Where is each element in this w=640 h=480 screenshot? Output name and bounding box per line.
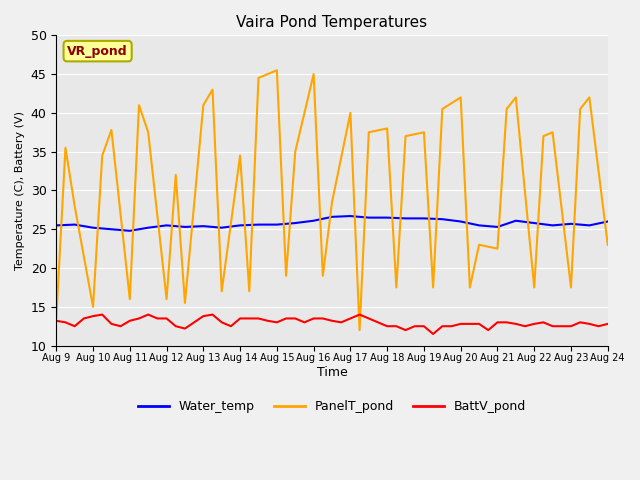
PanelT_pond [273, 67, 281, 73]
PanelT_pond [108, 127, 115, 133]
Water_temp [236, 223, 244, 228]
Water_temp [604, 218, 612, 224]
Water_temp [567, 221, 575, 227]
Water_temp [200, 223, 207, 229]
Water_temp [126, 228, 134, 234]
PanelT_pond [89, 304, 97, 310]
Water_temp [181, 224, 189, 230]
PanelT_pond [126, 296, 134, 302]
Water_temp [52, 223, 60, 228]
PanelT_pond [99, 153, 106, 158]
PanelT_pond [291, 149, 299, 155]
PanelT_pond [466, 285, 474, 290]
Water_temp [548, 223, 556, 228]
BattV_pond [429, 331, 437, 337]
PanelT_pond [319, 273, 326, 279]
PanelT_pond [392, 285, 400, 290]
Water_temp [255, 222, 262, 228]
PanelT_pond [328, 199, 336, 205]
Water_temp [328, 214, 336, 220]
Water_temp [310, 218, 317, 224]
PanelT_pond [438, 106, 446, 112]
PanelT_pond [209, 87, 216, 93]
PanelT_pond [476, 242, 483, 248]
PanelT_pond [236, 153, 244, 158]
Line: Water_temp: Water_temp [56, 216, 608, 231]
PanelT_pond [71, 203, 79, 209]
Water_temp [531, 220, 538, 226]
PanelT_pond [383, 126, 391, 132]
BattV_pond [356, 312, 364, 317]
Line: BattV_pond: BattV_pond [56, 314, 608, 334]
Water_temp [420, 216, 428, 221]
Water_temp [273, 222, 281, 228]
PanelT_pond [577, 106, 584, 112]
PanelT_pond [282, 273, 290, 279]
BattV_pond [548, 324, 556, 329]
PanelT_pond [200, 102, 207, 108]
PanelT_pond [181, 300, 189, 306]
Water_temp [365, 215, 372, 220]
Water_temp [493, 224, 501, 230]
PanelT_pond [512, 95, 520, 100]
BattV_pond [392, 324, 400, 329]
PanelT_pond [493, 246, 501, 252]
Line: PanelT_pond: PanelT_pond [56, 70, 608, 330]
Legend: Water_temp, PanelT_pond, BattV_pond: Water_temp, PanelT_pond, BattV_pond [132, 396, 531, 418]
PanelT_pond [567, 285, 575, 290]
BattV_pond [52, 318, 60, 324]
Water_temp [457, 218, 465, 224]
Water_temp [71, 222, 79, 228]
Water_temp [586, 223, 593, 228]
Water_temp [476, 223, 483, 228]
BattV_pond [604, 321, 612, 327]
Water_temp [163, 223, 170, 228]
PanelT_pond [356, 327, 364, 333]
Text: VR_pond: VR_pond [67, 45, 128, 58]
PanelT_pond [503, 106, 511, 112]
Title: Vaira Pond Temperatures: Vaira Pond Temperatures [236, 15, 428, 30]
PanelT_pond [346, 110, 354, 116]
Water_temp [402, 216, 410, 221]
Water_temp [383, 215, 391, 220]
PanelT_pond [218, 288, 225, 294]
PanelT_pond [531, 285, 538, 290]
PanelT_pond [365, 130, 372, 135]
Water_temp [291, 220, 299, 226]
Water_temp [438, 216, 446, 222]
PanelT_pond [604, 242, 612, 248]
BattV_pond [172, 324, 180, 329]
PanelT_pond [163, 296, 170, 302]
PanelT_pond [135, 102, 143, 108]
PanelT_pond [61, 145, 69, 151]
Water_temp [218, 225, 225, 230]
PanelT_pond [586, 95, 593, 100]
PanelT_pond [310, 71, 317, 77]
BattV_pond [190, 320, 198, 325]
PanelT_pond [52, 315, 60, 321]
Water_temp [512, 218, 520, 224]
PanelT_pond [246, 288, 253, 294]
Water_temp [346, 213, 354, 219]
PanelT_pond [429, 285, 437, 290]
Water_temp [145, 225, 152, 230]
X-axis label: Time: Time [317, 366, 348, 379]
BattV_pond [255, 315, 262, 321]
PanelT_pond [457, 95, 465, 100]
PanelT_pond [420, 130, 428, 135]
Water_temp [108, 227, 115, 232]
Water_temp [89, 225, 97, 230]
PanelT_pond [145, 130, 152, 135]
PanelT_pond [255, 75, 262, 81]
PanelT_pond [540, 133, 547, 139]
PanelT_pond [172, 172, 180, 178]
Y-axis label: Temperature (C), Battery (V): Temperature (C), Battery (V) [15, 111, 25, 270]
PanelT_pond [548, 130, 556, 135]
PanelT_pond [402, 133, 410, 139]
BattV_pond [99, 312, 106, 317]
